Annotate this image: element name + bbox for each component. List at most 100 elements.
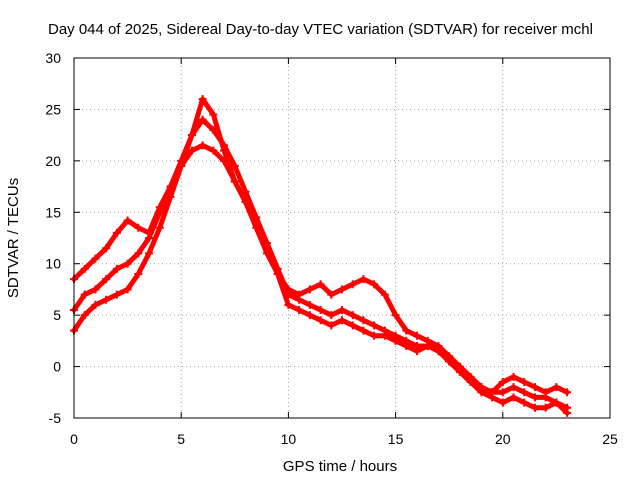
data-point: [338, 316, 346, 325]
data-point: [273, 270, 282, 278]
data-point: [230, 162, 239, 170]
data-point: [509, 372, 518, 381]
data-point: [338, 285, 346, 294]
data-point: [423, 342, 432, 350]
data-point: [509, 383, 518, 392]
y-tick-label: 10: [45, 256, 61, 272]
data-point: [262, 249, 271, 258]
data-point: [380, 331, 389, 340]
y-tick-label: 5: [53, 307, 61, 323]
data-point: [123, 259, 132, 268]
data-point: [434, 347, 443, 356]
data-point: [145, 249, 154, 258]
y-tick-label: -5: [49, 410, 62, 426]
series-track-1: [70, 141, 572, 397]
data-point: [498, 378, 507, 386]
data-point: [359, 275, 368, 284]
data-point: [498, 388, 507, 397]
x-tick-label: 5: [177, 431, 185, 447]
data-point: [80, 311, 89, 320]
data-point: [563, 388, 572, 397]
data-point: [155, 223, 164, 232]
x-axis-label: GPS time / hours: [283, 458, 397, 475]
data-point: [455, 367, 464, 376]
y-tick-label: 20: [45, 153, 61, 169]
data-point: [252, 223, 261, 232]
data-point: [338, 306, 346, 314]
data-point: [198, 141, 207, 150]
data-point: [327, 321, 336, 330]
data-point: [177, 162, 186, 170]
data-point: [402, 342, 411, 350]
data-point: [359, 326, 368, 335]
series-line: [71, 117, 570, 416]
data-point: [123, 285, 132, 294]
data-point: [413, 331, 422, 340]
data-point: [552, 398, 561, 407]
plot-frame: [73, 57, 611, 419]
data-point: [305, 285, 314, 294]
data-point: [80, 290, 89, 299]
y-axis-ticks: -5 0 5 10 15 20 25 30: [45, 50, 610, 426]
data-point: [520, 378, 529, 386]
data-point: [80, 264, 89, 273]
data-point: [370, 280, 379, 289]
data-point: [305, 300, 314, 309]
data-point: [305, 311, 314, 320]
data-point: [402, 326, 411, 335]
data-point: [155, 208, 164, 217]
data-point: [134, 249, 143, 258]
data-point: [327, 311, 336, 320]
data-point: [445, 357, 454, 366]
data-point: [370, 331, 379, 340]
data-point: [541, 403, 550, 412]
data-point: [241, 198, 250, 206]
data-point: [220, 146, 229, 155]
data-point: [391, 311, 400, 320]
x-axis-ticks: 0 5 10 15 20 25: [70, 58, 618, 447]
data-point: [520, 398, 529, 407]
data-point: [316, 280, 325, 289]
data-point: [530, 383, 539, 392]
data-point: [102, 275, 111, 284]
data-point: [509, 393, 518, 402]
x-tick-label: 20: [495, 431, 511, 447]
data-point: [316, 306, 325, 314]
y-tick-label: 25: [45, 101, 61, 117]
data-point: [91, 285, 100, 294]
data-point: [187, 131, 196, 140]
x-tick-label: 0: [70, 431, 78, 447]
data-point: [413, 347, 422, 356]
data-point: [327, 290, 336, 299]
data-point: [91, 254, 100, 263]
y-axis-label: SDTVAR / TECUs: [5, 178, 22, 298]
x-tick-label: 15: [388, 431, 404, 447]
y-tick-label: 0: [53, 359, 61, 375]
data-point: [198, 115, 207, 124]
data-point: [112, 264, 121, 273]
data-point: [530, 393, 539, 402]
series-line: [71, 142, 570, 395]
data-point: [91, 300, 100, 309]
data-point: [102, 244, 111, 253]
data-point: [198, 95, 207, 104]
data-point: [209, 146, 218, 155]
data-point: [166, 192, 175, 201]
series-track-3: [70, 95, 572, 412]
data-point: [187, 146, 196, 155]
data-point: [134, 223, 143, 232]
data-point: [380, 290, 389, 299]
data-point: [112, 228, 121, 237]
data-point: [145, 234, 154, 242]
chart-title: Day 044 of 2025, Sidereal Day-to-day VTE…: [48, 21, 593, 38]
data-point: [563, 403, 572, 412]
data-point: [316, 316, 325, 325]
data-point: [112, 290, 121, 299]
data-point: [552, 383, 561, 392]
data-point: [348, 311, 357, 320]
data-point: [295, 295, 304, 304]
data-point: [477, 383, 486, 392]
data-point: [284, 300, 293, 309]
data-point: [123, 216, 132, 225]
